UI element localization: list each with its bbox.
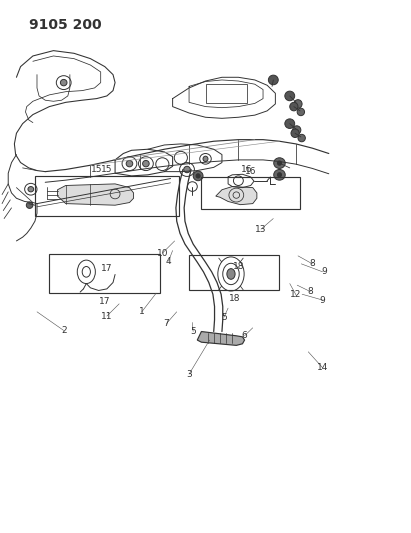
Bar [201, 177, 300, 209]
Text: 5: 5 [221, 313, 227, 321]
Text: 8: 8 [307, 287, 313, 296]
Text: 16: 16 [241, 165, 252, 174]
Ellipse shape [28, 187, 34, 192]
Text: 1: 1 [139, 308, 145, 316]
Ellipse shape [126, 160, 133, 167]
Text: 18: 18 [233, 262, 244, 271]
Text: 6: 6 [242, 332, 247, 340]
Text: 12: 12 [290, 290, 302, 299]
Text: 7: 7 [164, 319, 169, 328]
Text: 9: 9 [322, 268, 328, 276]
Ellipse shape [285, 119, 295, 128]
Ellipse shape [26, 202, 33, 208]
Text: 14: 14 [317, 364, 328, 372]
Text: 5: 5 [190, 327, 196, 336]
Text: 10: 10 [157, 249, 168, 257]
Ellipse shape [227, 269, 235, 279]
Text: 4: 4 [166, 257, 171, 265]
Text: 18: 18 [229, 294, 240, 303]
Ellipse shape [294, 100, 302, 108]
Ellipse shape [268, 75, 278, 85]
Polygon shape [197, 332, 245, 345]
Text: 9105 200: 9105 200 [29, 18, 102, 32]
Text: 2: 2 [61, 326, 67, 335]
Ellipse shape [291, 129, 299, 138]
Text: 11: 11 [101, 312, 113, 320]
Text: 15: 15 [91, 165, 102, 174]
Ellipse shape [203, 156, 208, 161]
Text: 16: 16 [245, 167, 256, 175]
Ellipse shape [193, 171, 203, 181]
Ellipse shape [184, 166, 190, 173]
Polygon shape [216, 187, 257, 205]
Ellipse shape [297, 108, 305, 116]
Text: 15: 15 [101, 165, 113, 174]
Ellipse shape [60, 79, 67, 86]
Ellipse shape [277, 173, 282, 177]
Ellipse shape [285, 91, 295, 101]
Bar [49, 254, 160, 293]
Bar [35, 176, 179, 216]
Text: 17: 17 [99, 297, 111, 305]
Ellipse shape [298, 134, 305, 142]
Ellipse shape [196, 174, 200, 178]
Bar [189, 255, 279, 290]
Ellipse shape [274, 158, 285, 168]
Text: 8: 8 [309, 260, 315, 268]
Ellipse shape [143, 160, 149, 167]
Text: 17: 17 [101, 264, 113, 272]
Text: 3: 3 [186, 370, 192, 378]
Ellipse shape [274, 169, 285, 180]
Text: 13: 13 [255, 225, 267, 233]
Text: 9: 9 [320, 296, 326, 304]
Ellipse shape [277, 161, 282, 165]
Ellipse shape [293, 126, 301, 134]
Ellipse shape [290, 102, 298, 111]
Bar [206, 84, 247, 103]
Polygon shape [58, 184, 134, 205]
